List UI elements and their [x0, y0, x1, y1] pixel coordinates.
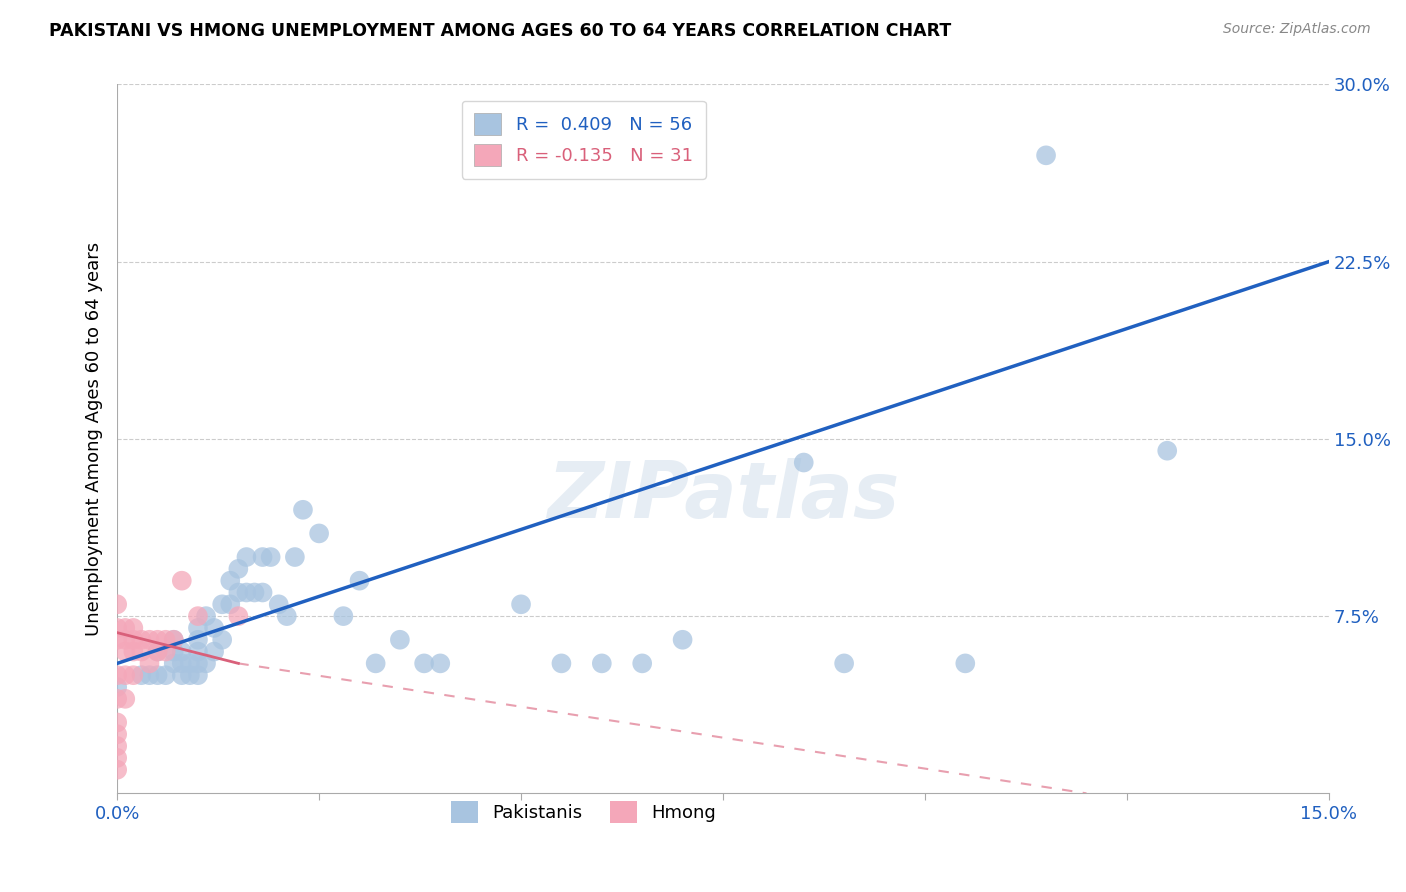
Point [267, 597, 290, 611]
Point [187, 668, 209, 682]
Point [260, 549, 283, 564]
Point [155, 632, 177, 647]
Point [187, 609, 209, 624]
Point [122, 621, 145, 635]
Point [832, 657, 855, 671]
Point [195, 609, 218, 624]
Point [170, 668, 193, 682]
Point [170, 657, 193, 671]
Point [364, 657, 387, 671]
Point [114, 632, 136, 647]
Point [228, 609, 250, 624]
Point [146, 668, 169, 682]
Text: PAKISTANI VS HMONG UNEMPLOYMENT AMONG AGES 60 TO 64 YEARS CORRELATION CHART: PAKISTANI VS HMONG UNEMPLOYMENT AMONG AG… [49, 22, 952, 40]
Point [284, 549, 307, 564]
Point [146, 644, 169, 658]
Point [114, 621, 136, 635]
Point [793, 456, 815, 470]
Point [122, 644, 145, 658]
Point [252, 549, 274, 564]
Point [138, 668, 160, 682]
Point [131, 668, 153, 682]
Point [170, 644, 193, 658]
Point [105, 691, 128, 706]
Point [219, 597, 242, 611]
Point [187, 621, 209, 635]
Legend: Pakistanis, Hmong: Pakistanis, Hmong [440, 790, 727, 834]
Point [1035, 148, 1057, 162]
Point [510, 597, 533, 611]
Point [146, 644, 169, 658]
Point [413, 657, 436, 671]
Point [187, 632, 209, 647]
Point [131, 644, 153, 658]
Point [252, 585, 274, 599]
Point [146, 632, 169, 647]
Point [155, 668, 177, 682]
Point [114, 644, 136, 658]
Text: ZIPatlas: ZIPatlas [547, 458, 898, 533]
Point [163, 632, 186, 647]
Point [955, 657, 977, 671]
Point [228, 562, 250, 576]
Point [219, 574, 242, 588]
Point [202, 644, 225, 658]
Point [163, 644, 186, 658]
Point [1156, 443, 1178, 458]
Point [131, 632, 153, 647]
Point [550, 657, 572, 671]
Point [105, 739, 128, 753]
Point [349, 574, 371, 588]
Point [187, 644, 209, 658]
Point [187, 657, 209, 671]
Point [105, 715, 128, 730]
Point [631, 657, 654, 671]
Point [235, 585, 257, 599]
Y-axis label: Unemployment Among Ages 60 to 64 years: Unemployment Among Ages 60 to 64 years [86, 242, 103, 636]
Point [179, 668, 201, 682]
Point [591, 657, 613, 671]
Point [276, 609, 298, 624]
Point [105, 680, 128, 694]
Point [235, 549, 257, 564]
Point [138, 632, 160, 647]
Point [243, 585, 266, 599]
Point [114, 668, 136, 682]
Point [671, 632, 693, 647]
Text: Source: ZipAtlas.com: Source: ZipAtlas.com [1223, 22, 1371, 37]
Point [170, 574, 193, 588]
Point [195, 657, 218, 671]
Point [105, 727, 128, 741]
Point [211, 632, 233, 647]
Point [105, 621, 128, 635]
Point [291, 503, 314, 517]
Point [179, 657, 201, 671]
Point [202, 621, 225, 635]
Point [308, 526, 330, 541]
Point [105, 751, 128, 765]
Point [388, 632, 411, 647]
Point [228, 585, 250, 599]
Point [163, 657, 186, 671]
Point [429, 657, 451, 671]
Point [105, 763, 128, 777]
Point [155, 644, 177, 658]
Point [122, 632, 145, 647]
Point [105, 668, 128, 682]
Point [105, 597, 128, 611]
Point [122, 668, 145, 682]
Point [138, 657, 160, 671]
Point [211, 597, 233, 611]
Point [163, 632, 186, 647]
Point [332, 609, 354, 624]
Point [105, 632, 128, 647]
Point [114, 691, 136, 706]
